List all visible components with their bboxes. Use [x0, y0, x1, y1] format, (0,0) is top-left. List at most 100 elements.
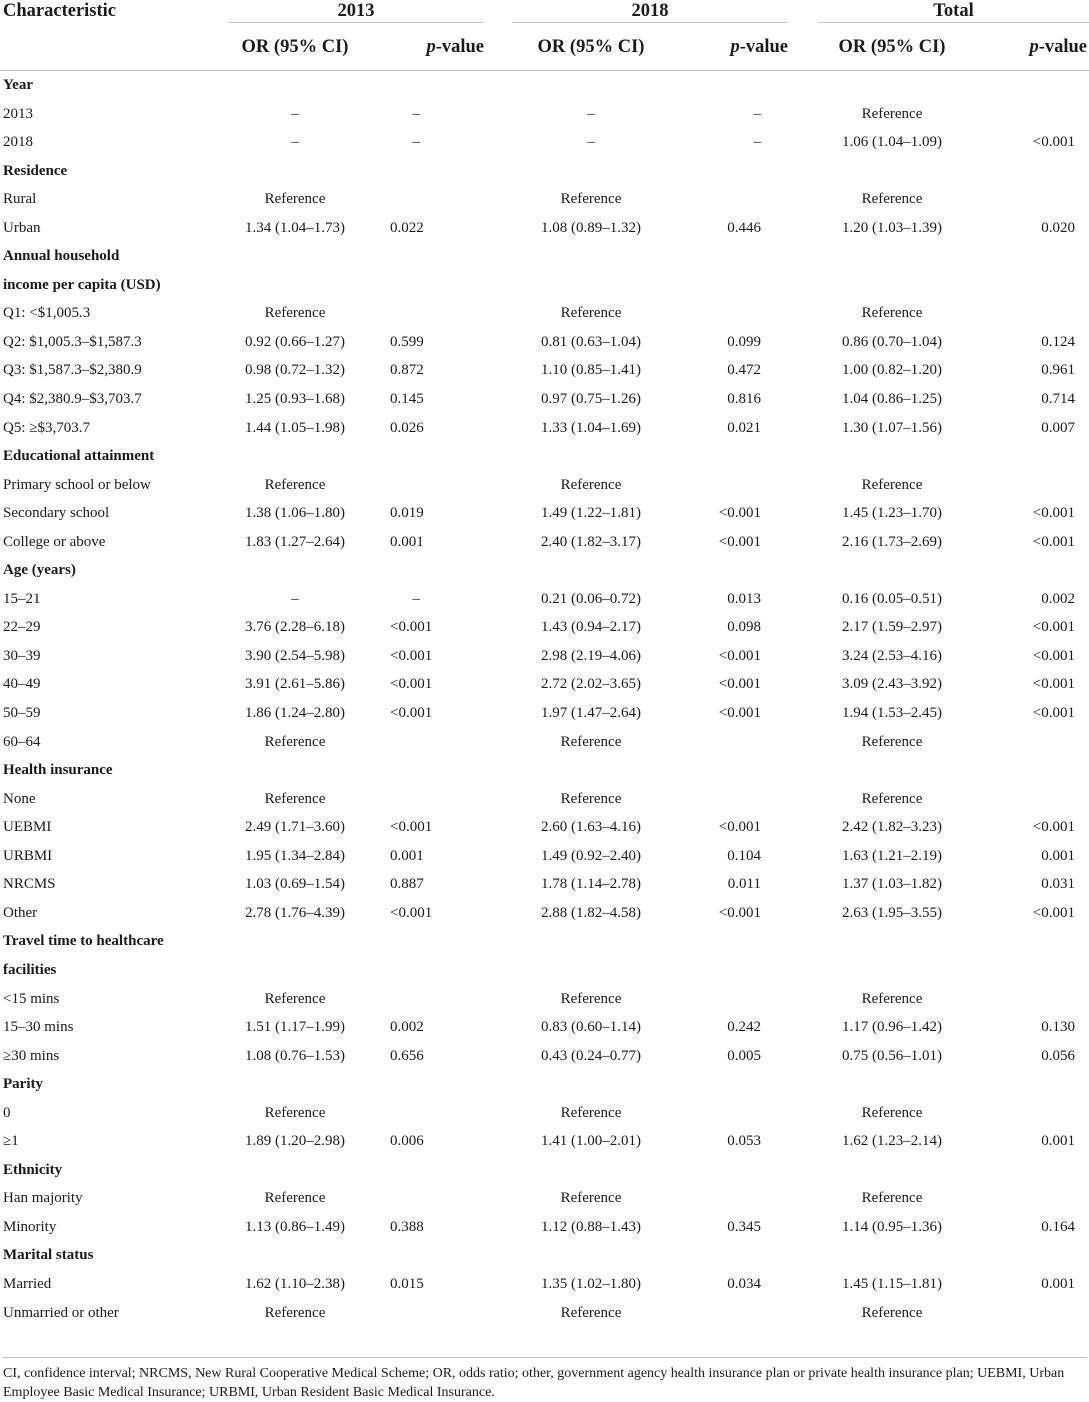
cell-or-2018: 0.43 (0.24–0.77): [541, 1047, 641, 1064]
table-row: 60–64 Reference Reference Reference: [0, 728, 1089, 757]
cell-p-2018: –: [753, 105, 762, 122]
cell-p-total: [996, 728, 1089, 757]
cell-p-2018: 0.446: [727, 219, 761, 236]
cell-p-total: [996, 471, 1089, 500]
cell-p-2013: <0.001: [390, 619, 433, 636]
header-p-2018: p-value: [698, 28, 788, 71]
row-label: ≥30 mins: [3, 1047, 60, 1064]
cell-or-total: Reference: [861, 305, 923, 322]
row-label: Q1: <$1,005.3: [3, 305, 91, 322]
cell-p-total: 0.031: [1041, 876, 1076, 893]
row-label: 0: [3, 1104, 11, 1121]
section-label: Health insurance: [3, 762, 113, 779]
cell-p-2013: 0.015: [390, 1275, 424, 1292]
table-row: Other 2.78 (1.76–4.39) <0.001 2.88 (1.82–4.…: [0, 899, 1089, 928]
table-row: Rural Reference Reference Reference: [0, 185, 1089, 214]
section-label: Residence: [3, 162, 68, 179]
cell-p-2013: <0.001: [390, 705, 433, 722]
row-label: 2013: [3, 105, 33, 122]
cell-p-2018: 0.098: [727, 619, 761, 636]
header-group-2013-label: 2013: [228, 0, 484, 23]
cell-or-total: 1.63 (1.21–2.19): [842, 847, 942, 864]
table-row: URBMI 1.95 (1.34–2.84) 0.001 1.49 (0.92–2.4…: [0, 842, 1089, 871]
cell-p-2018: 0.104: [727, 847, 761, 864]
cell-p-total: 0.002: [1041, 590, 1076, 607]
cell-p-2018: <0.001: [718, 533, 761, 550]
row-label: Married: [3, 1275, 52, 1292]
cell-or-2013: 1.83 (1.27–2.64): [245, 533, 345, 550]
cell-or-2013: 1.38 (1.06–1.80): [245, 505, 345, 522]
cell-p-2013: <0.001: [390, 647, 433, 664]
cell-or-total: 1.45 (1.15–1.81): [842, 1275, 942, 1292]
cell-p-total: [996, 100, 1089, 129]
cell-or-2013: Reference: [264, 1104, 326, 1121]
cell-p-total: <0.001: [1032, 533, 1076, 550]
cell-p-2018: [698, 299, 788, 328]
cell-or-2018: 1.43 (0.94–2.17): [541, 619, 641, 636]
cell-or-2013: 3.91 (2.61–5.86): [245, 676, 345, 693]
cell-p-2018: –: [753, 134, 762, 151]
cell-p-2013: [390, 1099, 484, 1128]
cell-or-total: 1.30 (1.07–1.56): [842, 419, 942, 436]
cell-p-total: <0.001: [1032, 505, 1076, 522]
table-body: Year 2013 – – – – Reference 2018 – – – – 1.06 (1.04–…: [0, 71, 1089, 1328]
row-label: 30–39: [3, 647, 41, 664]
row-label: <15 mins: [3, 990, 60, 1007]
table-row: College or above 1.83 (1.27–2.64) 0.001 2.4…: [0, 528, 1089, 557]
cell-p-2018: 0.242: [727, 1019, 761, 1036]
row-label: Q4: $2,380.9–$3,703.7: [3, 391, 142, 408]
cell-p-2018: [698, 1099, 788, 1128]
row-label: 2018: [3, 134, 33, 151]
cell-or-2018: 1.78 (1.14–2.78): [541, 876, 641, 893]
row-label: Urban: [3, 219, 41, 236]
table-row: Q2: $1,005.3–$1,587.3 0.92 (0.66–1.27) 0.5…: [0, 328, 1089, 357]
cell-or-total: 1.37 (1.03–1.82): [842, 876, 942, 893]
row-label: Primary school or below: [3, 476, 151, 493]
cell-p-2013: 0.872: [390, 362, 424, 379]
header-p-italic: p: [1029, 37, 1039, 57]
cell-or-2018: 2.60 (1.63–4.16): [541, 819, 641, 836]
header-p-suffix: -value: [739, 37, 788, 57]
cell-or-total: Reference: [861, 105, 923, 122]
row-label: 15–30 mins: [3, 1019, 74, 1036]
cell-or-2018: 1.10 (0.85–1.41): [541, 362, 641, 379]
cell-p-2013: 0.388: [390, 1218, 424, 1235]
table-row: Minority 1.13 (0.86–1.49) 0.388 1.12 (0.88–…: [0, 1213, 1089, 1242]
cell-or-2013: –: [291, 590, 299, 607]
cell-or-2013: Reference: [264, 305, 326, 322]
cell-p-total: [996, 1099, 1089, 1128]
table-row: <15 mins Reference Reference Reference: [0, 985, 1089, 1014]
cell-or-2013: 0.98 (0.72–1.32): [245, 362, 345, 379]
cell-p-2013: 0.599: [390, 333, 424, 350]
cell-p-2018: [698, 728, 788, 757]
section-label: Year: [3, 77, 33, 93]
cell-or-2018: Reference: [560, 1304, 622, 1321]
table-row: 50–59 1.86 (1.24–2.80) <0.001 1.97 (1.47–2.…: [0, 699, 1089, 728]
cell-or-2013: 1.86 (1.24–2.80): [245, 705, 345, 722]
cell-or-total: Reference: [861, 733, 923, 750]
table-row: 0 Reference Reference Reference: [0, 1099, 1089, 1128]
cell-or-2018: 1.49 (1.22–1.81): [541, 505, 641, 522]
cell-p-2013: [390, 1184, 484, 1213]
cell-p-total: 0.007: [1041, 419, 1076, 436]
cell-or-2013: Reference: [264, 790, 326, 807]
section-header-row: Year: [0, 71, 1089, 100]
cell-p-total: <0.001: [1032, 819, 1076, 836]
cell-p-2013: [390, 299, 484, 328]
section-header-row: Residence: [0, 157, 1089, 186]
section-header-row: Health insurance: [0, 756, 1089, 785]
cell-or-total: 1.45 (1.23–1.70): [842, 505, 942, 522]
section-header-row: Ethnicity: [0, 1156, 1089, 1185]
cell-p-2018: 0.053: [727, 1133, 761, 1150]
header-p-suffix: -value: [435, 37, 484, 57]
cell-p-total: 0.001: [1041, 1275, 1076, 1292]
cell-p-2013: <0.001: [390, 904, 433, 921]
cell-or-2013: 1.44 (1.05–1.98): [245, 419, 345, 436]
section-header-row: Educational attainment: [0, 442, 1089, 471]
cell-or-2013: 1.62 (1.10–2.38): [245, 1275, 345, 1292]
cell-or-total: 3.09 (2.43–3.92): [842, 676, 942, 693]
header-group-total: Total: [788, 0, 1089, 28]
cell-or-2018: –: [587, 105, 595, 122]
cell-or-2013: 2.78 (1.76–4.39): [245, 904, 345, 921]
row-label: Other: [3, 904, 38, 921]
